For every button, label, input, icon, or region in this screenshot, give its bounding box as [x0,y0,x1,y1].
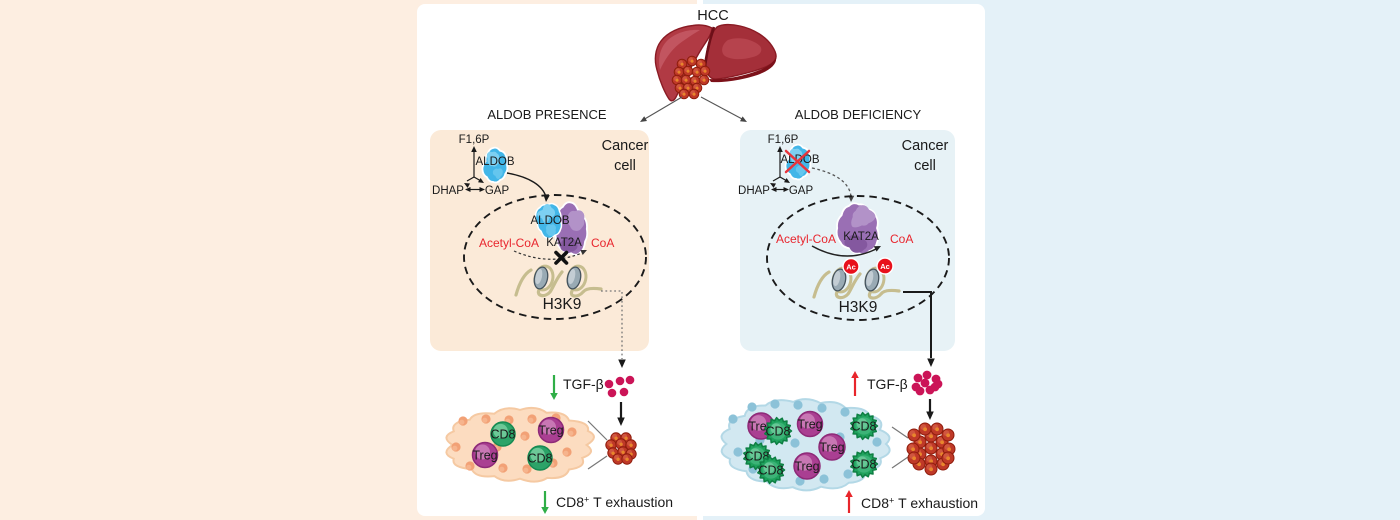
svg-text:CD8: CD8 [765,425,790,439]
svg-text:Ac: Ac [846,262,856,271]
svg-text:DHAP: DHAP [432,185,464,197]
svg-text:cell: cell [914,158,936,174]
svg-text:CD8: CD8 [851,420,876,434]
svg-text:Treg: Treg [819,441,844,455]
svg-text:Treg: Treg [472,449,497,463]
svg-text:TGF-β: TGF-β [563,376,604,392]
svg-text:CD8: CD8 [851,458,876,472]
svg-text:DHAP: DHAP [738,185,770,197]
svg-text:CD8: CD8 [758,464,783,478]
svg-text:CD8+ T exhaustion: CD8+ T exhaustion [556,494,673,510]
svg-text:Treg: Treg [797,418,822,432]
svg-text:Cancer: Cancer [902,138,949,154]
svg-text:F1,6P: F1,6P [768,134,799,146]
svg-text:CD8: CD8 [490,428,515,442]
svg-text:ALDOB PRESENCE: ALDOB PRESENCE [487,107,607,122]
svg-text:KAT2A: KAT2A [843,231,879,243]
svg-text:TGF-β: TGF-β [867,376,908,392]
svg-text:GAP: GAP [485,185,510,197]
svg-text:cell: cell [614,158,636,174]
svg-text:Acetyl-CoA: Acetyl-CoA [479,236,539,250]
svg-text:GAP: GAP [789,185,814,197]
svg-text:CD8+ T exhaustion: CD8+ T exhaustion [861,495,978,511]
svg-text:CD8: CD8 [527,452,552,466]
svg-text:HCC: HCC [697,8,728,24]
svg-text:F1,6P: F1,6P [459,134,490,146]
svg-text:H3K9: H3K9 [543,296,582,313]
svg-text:Treg: Treg [794,460,819,474]
svg-text:ALDOB DEFICIENCY: ALDOB DEFICIENCY [795,107,922,122]
svg-text:Ac: Ac [880,262,890,271]
svg-text:Cancer: Cancer [602,138,649,154]
svg-text:Treg: Treg [538,424,563,438]
svg-text:CoA: CoA [591,236,614,250]
svg-text:KAT2A: KAT2A [546,237,582,249]
svg-text:H3K9: H3K9 [839,299,878,316]
svg-text:CoA: CoA [890,232,913,246]
svg-text:ALDOB: ALDOB [476,156,515,168]
svg-text:ALDOB: ALDOB [531,215,570,227]
svg-text:Acetyl-CoA: Acetyl-CoA [776,232,836,246]
